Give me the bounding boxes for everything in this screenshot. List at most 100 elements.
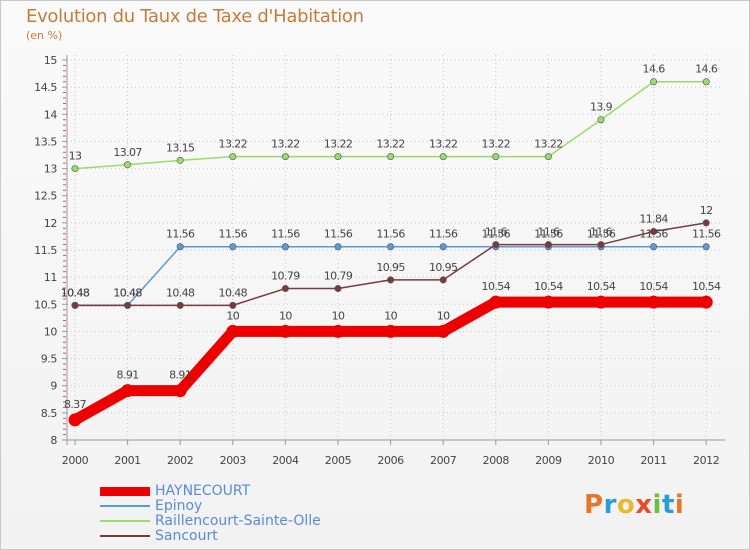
data-label-haynecourt: 8.37 — [64, 398, 87, 411]
data-label-raillencourt-sainte-olle: 13 — [69, 150, 82, 163]
data-point-raillencourt-sainte-olle — [387, 153, 395, 161]
y-tick-label: 11 — [44, 271, 57, 284]
data-point-haynecourt — [647, 295, 661, 309]
data-label-epinoy: 11.56 — [271, 228, 300, 241]
data-point-epinoy — [387, 243, 395, 251]
y-tick-label: 10 — [44, 325, 58, 338]
data-label-haynecourt: 10.54 — [639, 280, 668, 293]
data-point-haynecourt — [68, 413, 82, 427]
data-label-sancourt: 11.6 — [485, 226, 508, 239]
data-point-haynecourt — [384, 324, 398, 338]
data-point-sancourt — [281, 285, 289, 293]
legend-swatch — [100, 486, 150, 496]
data-label-haynecourt: 10.54 — [534, 280, 563, 293]
data-label-haynecourt: 10 — [384, 309, 397, 322]
x-tick-label: 2003 — [220, 454, 247, 467]
data-point-sancourt — [597, 241, 605, 249]
y-tick-label: 9.5 — [41, 353, 58, 366]
data-label-epinoy: 10.48 — [61, 286, 90, 299]
data-label-sancourt: 10.48 — [219, 286, 248, 299]
data-label-haynecourt: 10.54 — [482, 280, 511, 293]
data-point-epinoy — [702, 243, 710, 251]
data-point-haynecourt — [173, 384, 187, 398]
x-tick-label: 2012 — [693, 454, 719, 467]
data-point-raillencourt-sainte-olle — [650, 78, 658, 86]
legend-swatch — [100, 520, 150, 522]
x-tick-label: 2010 — [588, 454, 615, 467]
legend-label: Epinoy — [155, 498, 203, 514]
x-tick-label: 2002 — [167, 454, 193, 467]
proxiti-logo: Proxiti — [584, 490, 684, 520]
y-tick-label: 13 — [44, 163, 58, 176]
data-point-haynecourt — [436, 324, 450, 338]
logo-letter: i — [674, 490, 685, 520]
y-tick-label: 12 — [44, 217, 57, 230]
data-label-raillencourt-sainte-olle: 13.22 — [271, 138, 300, 151]
data-point-sancourt — [702, 219, 710, 227]
data-label-sancourt: 10.79 — [271, 270, 300, 283]
data-label-raillencourt-sainte-olle: 13.22 — [429, 138, 458, 151]
data-label-sancourt: 11.6 — [537, 226, 560, 239]
data-label-sancourt: 10.48 — [166, 286, 195, 299]
data-point-haynecourt — [226, 324, 240, 338]
logo-letter: x — [635, 490, 653, 520]
x-tick-label: 2005 — [325, 454, 352, 467]
data-label-epinoy: 11.56 — [482, 228, 511, 241]
data-point-raillencourt-sainte-olle — [229, 153, 237, 161]
data-point-sancourt — [124, 301, 132, 309]
x-tick-label: 2004 — [272, 454, 299, 467]
data-point-haynecourt — [278, 324, 292, 338]
data-point-haynecourt — [541, 295, 555, 309]
data-point-raillencourt-sainte-olle — [702, 78, 710, 86]
data-label-raillencourt-sainte-olle: 14.6 — [643, 63, 666, 76]
x-tick-label: 2000 — [62, 454, 89, 467]
data-point-haynecourt — [594, 295, 608, 309]
x-tick-label: 2001 — [114, 454, 140, 467]
data-label-haynecourt: 10.54 — [692, 280, 721, 293]
data-label-epinoy: 11.56 — [639, 228, 668, 241]
data-label-sancourt: 10.48 — [113, 286, 142, 299]
data-label-sancourt: 10.95 — [376, 261, 405, 274]
data-point-epinoy — [176, 243, 184, 251]
logo-letter: o — [616, 490, 636, 520]
data-point-haynecourt — [121, 384, 135, 398]
legend-swatch — [100, 505, 150, 507]
y-tick-label: 14 — [44, 108, 58, 121]
data-point-epinoy — [229, 243, 237, 251]
data-label-haynecourt: 10.54 — [587, 280, 616, 293]
y-tick-label: 8.5 — [41, 407, 58, 420]
legend-label: HAYNECOURT — [155, 483, 251, 499]
data-label-raillencourt-sainte-olle: 13.9 — [590, 101, 613, 114]
legend-label: Sancourt — [155, 528, 218, 544]
data-point-raillencourt-sainte-olle — [124, 161, 132, 169]
data-point-raillencourt-sainte-olle — [334, 153, 342, 161]
x-tick-label: 2009 — [535, 454, 562, 467]
legend-swatch — [100, 535, 150, 537]
data-label-raillencourt-sainte-olle: 13.07 — [113, 146, 142, 159]
logo-letter: t — [661, 490, 675, 520]
y-tick-label: 14.5 — [34, 81, 57, 94]
data-point-sancourt — [492, 241, 500, 249]
data-label-raillencourt-sainte-olle: 13.22 — [219, 138, 248, 151]
data-label-haynecourt: 8.91 — [169, 369, 191, 382]
data-label-sancourt: 11.6 — [590, 226, 613, 239]
data-label-epinoy: 11.56 — [166, 228, 195, 241]
x-tick-label: 2011 — [640, 454, 666, 467]
data-point-sancourt — [229, 301, 237, 309]
y-tick-label: 9 — [50, 380, 57, 393]
data-point-epinoy — [334, 243, 342, 251]
data-point-epinoy — [281, 243, 289, 251]
data-point-sancourt — [439, 276, 447, 284]
data-point-raillencourt-sainte-olle — [281, 153, 289, 161]
y-tick-label: 13.5 — [34, 135, 57, 148]
data-point-sancourt — [71, 301, 79, 309]
data-label-raillencourt-sainte-olle: 13.22 — [324, 138, 353, 151]
data-label-epinoy: 10.48 — [113, 286, 142, 299]
logo-letter: P — [584, 490, 604, 520]
data-label-epinoy: 11.56 — [534, 228, 563, 241]
y-tick-label: 15 — [44, 54, 58, 67]
data-point-raillencourt-sainte-olle — [544, 153, 552, 161]
data-point-epinoy — [439, 243, 447, 251]
data-label-haynecourt: 10 — [279, 309, 292, 322]
